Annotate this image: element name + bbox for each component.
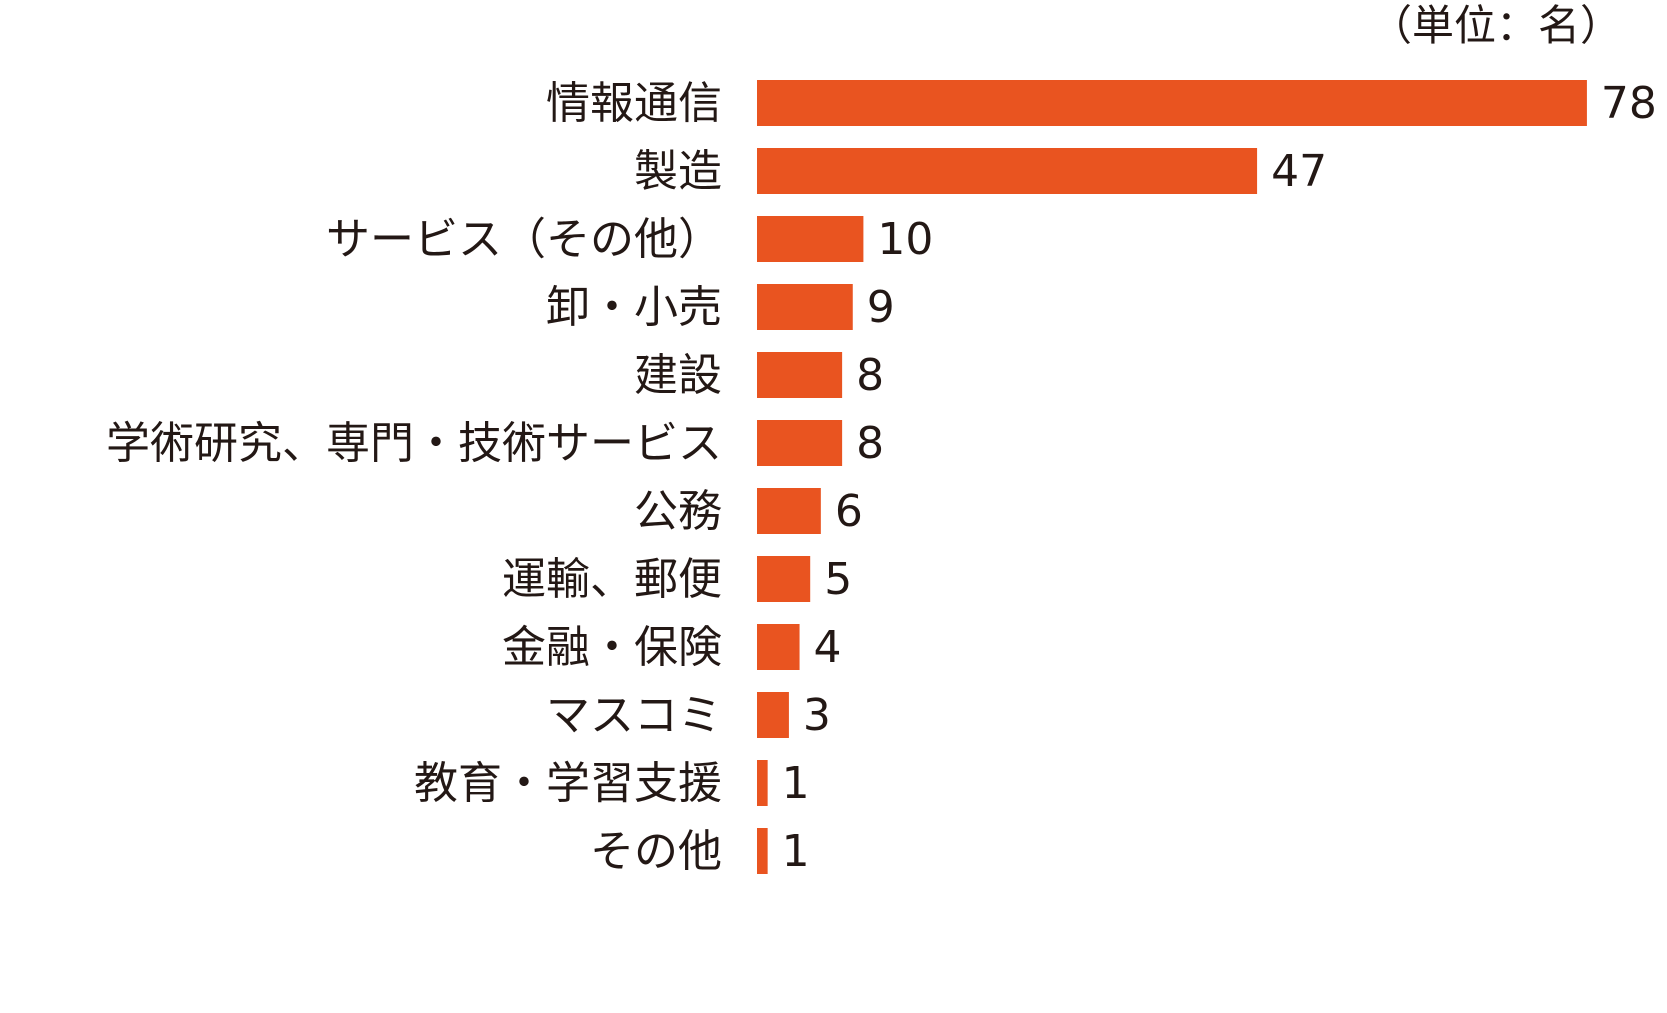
category-label: その他: [590, 826, 722, 877]
category-label: 製造: [634, 146, 722, 197]
category-label: 建設: [634, 350, 722, 401]
bar: [757, 760, 768, 806]
bar: [757, 216, 864, 262]
bar: [757, 148, 1258, 194]
bar: [757, 284, 853, 330]
value-label: 4: [814, 622, 842, 673]
bar: [757, 80, 1587, 126]
value-label: 10: [877, 214, 933, 265]
value-label: 8: [856, 350, 884, 401]
value-label: 5: [824, 554, 852, 605]
value-label: 8: [856, 418, 884, 469]
value-label: 1: [782, 826, 810, 877]
bars-group: 情報通信 78 製造 47 サービス（その他） 10 卸・小売 9 建設 8 学術研究、専門・技術サ…: [106, 78, 1657, 877]
category-label: 教育・学習支援: [414, 758, 722, 809]
bar: [757, 488, 821, 534]
value-label: 47: [1271, 146, 1327, 197]
category-label: 学術研究、専門・技術サービス: [106, 418, 722, 469]
bar: [757, 624, 800, 670]
category-label: サービス（その他）: [326, 214, 722, 265]
bar: [757, 556, 811, 602]
bar: [757, 352, 843, 398]
bar: [757, 828, 768, 874]
value-label: 6: [835, 486, 863, 537]
value-label: 78: [1601, 78, 1657, 129]
value-label: 1: [782, 758, 810, 809]
category-label: マスコミ: [546, 690, 722, 741]
category-label: 金融・保険: [502, 622, 722, 673]
value-label: 3: [803, 690, 831, 741]
unit-note: （単位：名）: [1370, 1, 1622, 50]
bar: [757, 420, 843, 466]
category-label: 運輸、郵便: [502, 554, 722, 605]
bar: [757, 692, 789, 738]
category-label: 公務: [634, 486, 722, 537]
category-label: 情報通信: [546, 78, 722, 129]
category-label: 卸・小売: [546, 282, 722, 333]
value-label: 9: [867, 282, 895, 333]
